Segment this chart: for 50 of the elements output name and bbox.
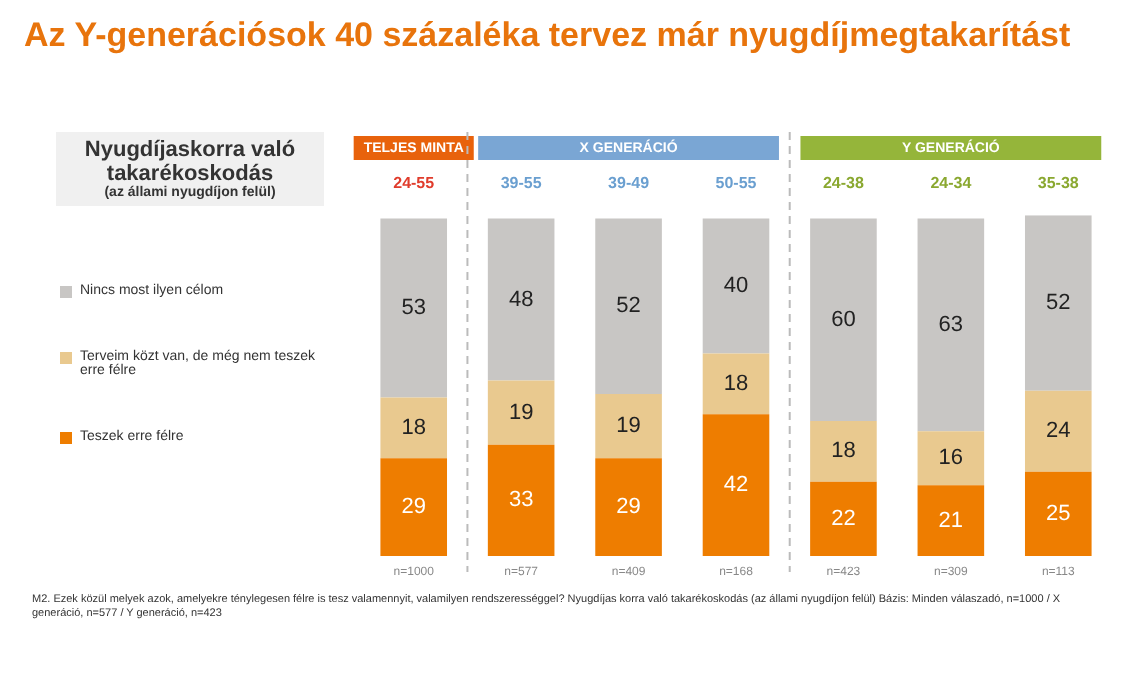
chart-title: Az Y-generációsok 40 százaléka tervez már nyugdíjmegtakarítást	[24, 16, 1071, 56]
data-label: 63	[938, 312, 964, 337]
bar	[917, 431, 985, 486]
bar	[380, 458, 448, 556]
x-tick-label: 24-34	[930, 174, 973, 193]
bar	[380, 397, 448, 459]
data-label: 29	[616, 495, 641, 520]
bar	[380, 218, 448, 398]
bar	[702, 414, 770, 556]
data-label: 42	[723, 473, 749, 498]
bar	[702, 218, 770, 354]
bar	[917, 218, 985, 432]
bar	[487, 444, 555, 556]
bar	[1024, 390, 1092, 472]
bar	[702, 353, 770, 415]
bar	[810, 481, 877, 556]
bar	[810, 421, 877, 482]
data-label: 52	[616, 294, 641, 319]
data-label: 21	[938, 508, 964, 533]
data-label: 33	[508, 488, 534, 513]
data-label: 18	[723, 371, 749, 396]
x-tick-label: 24-55	[393, 174, 436, 193]
data-label: 24	[1046, 419, 1071, 444]
x-tick-label: 39-49	[608, 174, 651, 193]
bar	[1024, 215, 1092, 391]
data-label: 19	[616, 414, 641, 439]
bar	[595, 218, 662, 395]
bar	[595, 458, 662, 556]
data-label: 40	[723, 274, 749, 299]
data-label: 18	[401, 415, 426, 440]
x-tick-label: 39-55	[500, 174, 543, 193]
data-label: 19	[508, 400, 534, 425]
data-label: 16	[938, 446, 964, 471]
bar	[595, 394, 662, 459]
data-label: 52	[1046, 290, 1071, 315]
data-label: 53	[401, 296, 426, 321]
x-tick-label: 24-38	[822, 174, 865, 193]
bar	[1024, 471, 1092, 556]
x-tick-label: 50-55	[715, 174, 758, 193]
bar	[487, 380, 555, 445]
bar	[810, 218, 877, 422]
data-label: 29	[401, 495, 426, 520]
data-label: 25	[1046, 501, 1071, 526]
x-tick-label: 35-38	[1037, 174, 1080, 193]
data-label: 18	[831, 439, 856, 464]
data-label: 22	[831, 506, 856, 531]
data-label: 48	[508, 287, 534, 312]
bar	[487, 218, 555, 381]
bar	[917, 485, 985, 556]
data-label: 60	[831, 307, 856, 332]
